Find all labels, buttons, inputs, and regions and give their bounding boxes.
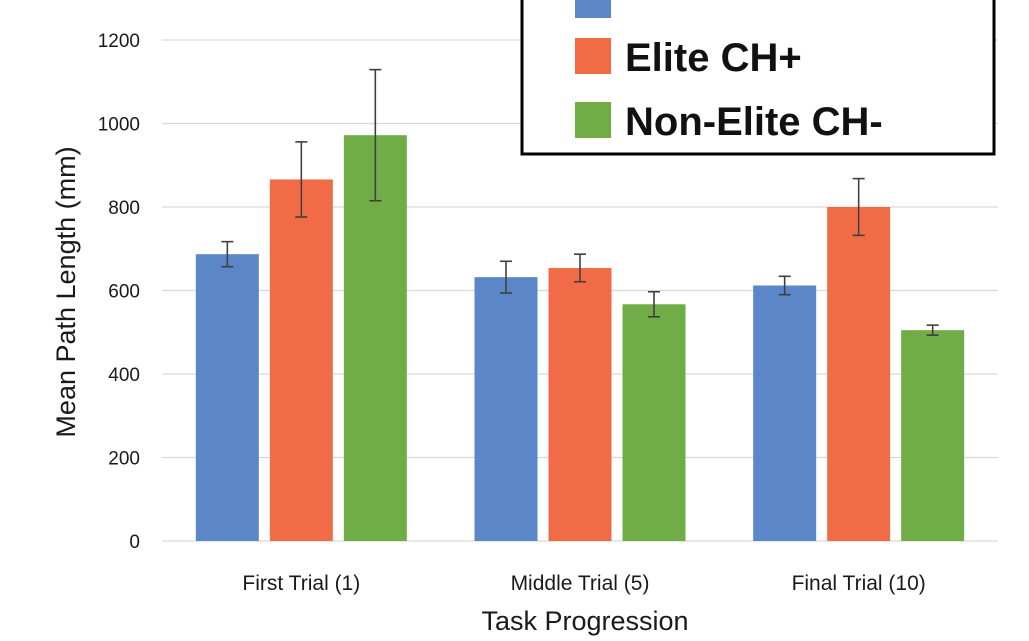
error-bar-2-0: [369, 68, 382, 202]
bar-series-1-1: [548, 267, 612, 541]
bar-series-2-1: [622, 304, 686, 541]
bar-series-1-0: [269, 179, 333, 541]
legend-swatch: [575, 102, 611, 138]
legend-label: Elite CH+: [625, 36, 802, 80]
legend-label: Non-Elite CH-: [625, 100, 883, 144]
category-label: First Trial (1): [242, 572, 360, 595]
legend-swatch: [575, 38, 611, 74]
legend: Elite CH+ Non-Elite CH-: [520, 0, 996, 156]
error-bar-0-1: [500, 260, 512, 294]
y-tick-label: 1200: [98, 31, 140, 52]
error-bar-1-2: [852, 177, 865, 237]
x-axis-title: Task Progression: [481, 606, 688, 636]
error-bar-2-1: [648, 290, 660, 318]
bars: [195, 135, 965, 542]
bar-series-0-1: [474, 277, 538, 541]
y-tick-label: 400: [108, 365, 140, 386]
legend-item-2: Non-Elite CH-: [575, 100, 883, 144]
legend-item-0: [575, 0, 611, 18]
legend-swatch: [575, 0, 611, 18]
bar-series-2-2: [901, 330, 965, 541]
y-tick-label: 600: [108, 282, 140, 303]
error-bar-2-2: [926, 324, 939, 336]
y-axis-title: Mean Path Length (mm): [51, 146, 81, 437]
category-label: Middle Trial (5): [511, 572, 650, 595]
y-tick-label: 800: [108, 198, 140, 219]
bar-series-1-2: [827, 207, 891, 541]
category-label: Final Trial (10): [792, 572, 926, 595]
error-bar-1-1: [574, 253, 586, 283]
error-bar-1-0: [295, 141, 308, 218]
x-axis-categories: First Trial (1) Middle Trial (5) Final Tri…: [242, 572, 925, 595]
y-tick-label: 0: [129, 532, 140, 553]
error-bars: [221, 68, 939, 336]
error-bar-0-2: [778, 275, 791, 296]
y-tick-label: 200: [108, 449, 140, 470]
y-tick-label: 1000: [98, 115, 140, 136]
bar-series-0-0: [195, 254, 259, 542]
legend-item-1: Elite CH+: [575, 36, 802, 80]
error-bar-0-0: [221, 240, 234, 268]
y-axis-ticks: 0 200 400 600 800 1000 1200: [98, 31, 140, 553]
bar-series-0-2: [753, 285, 817, 541]
bar-series-2-0: [343, 135, 407, 541]
